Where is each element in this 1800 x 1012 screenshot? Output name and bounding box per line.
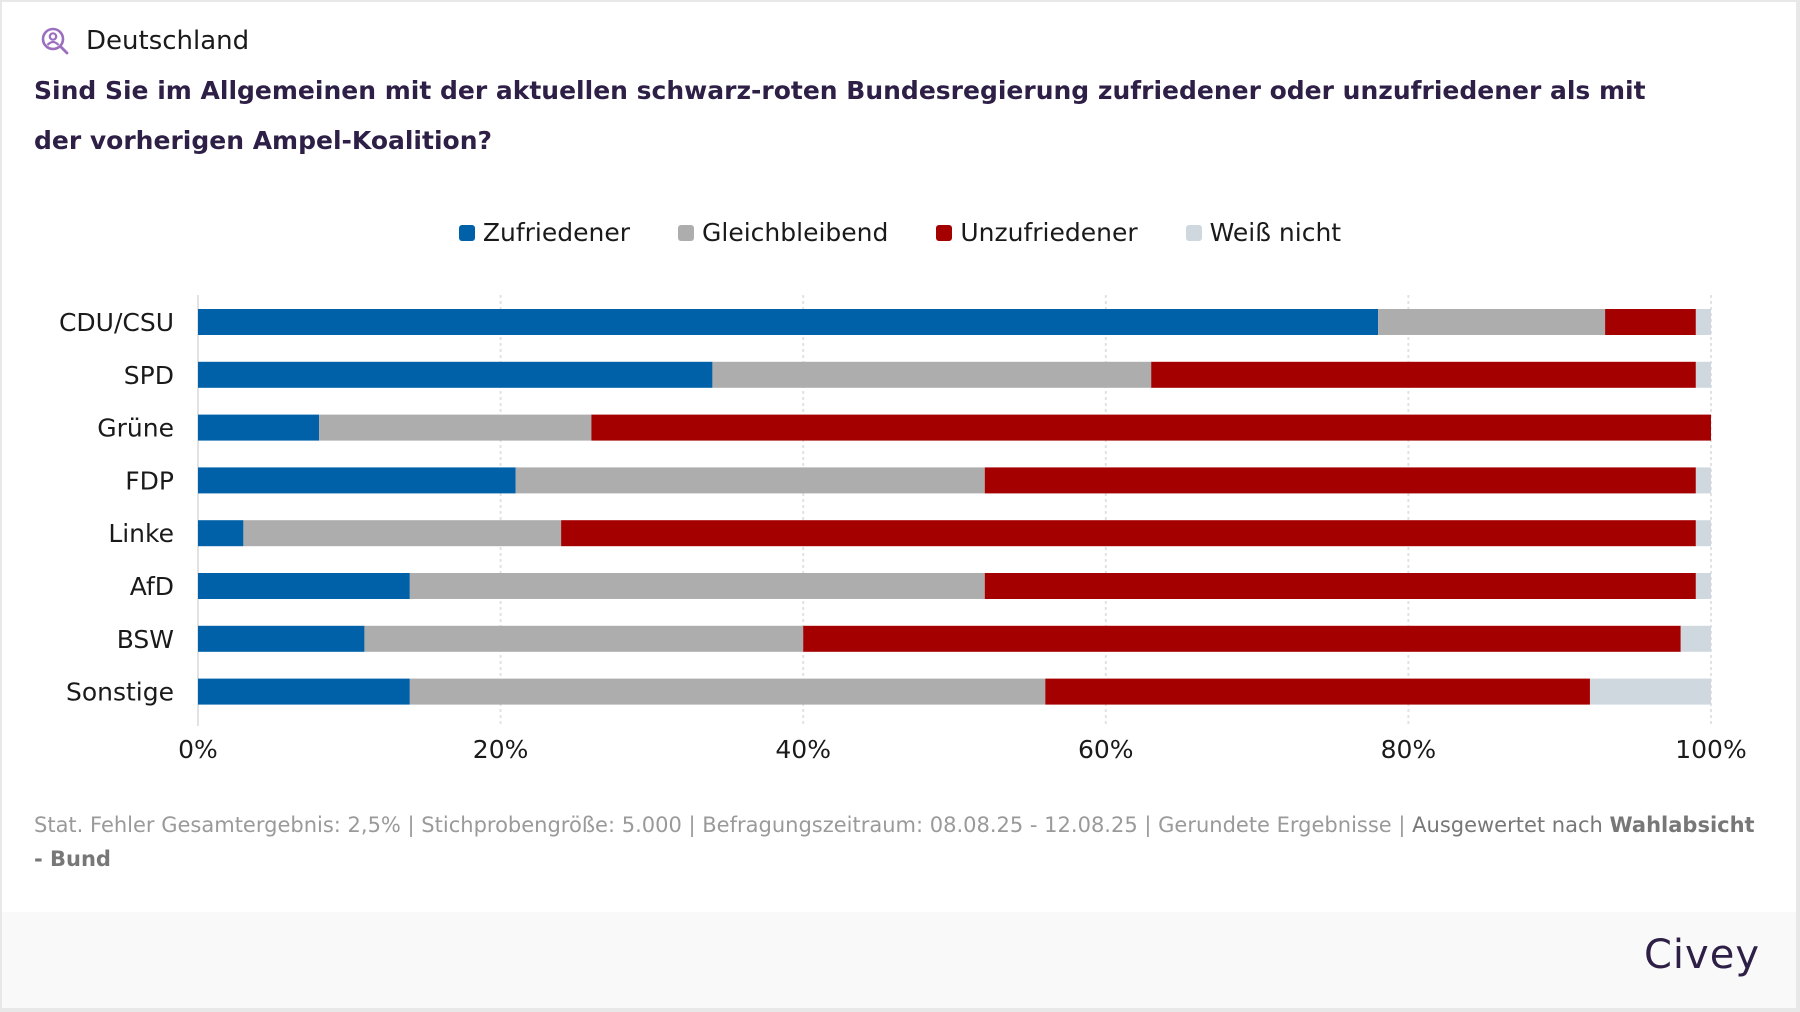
bar-segment[interactable]: [1605, 309, 1696, 335]
bar-segment[interactable]: [364, 625, 804, 652]
civey-logo[interactable]: Civey: [1644, 932, 1760, 978]
brand-footer: Civey: [2, 912, 1796, 1008]
legend-label: Unzufriedener: [960, 218, 1138, 247]
bar-segment[interactable]: [319, 414, 592, 441]
evaluated-prefix: Ausgewertet nach: [1412, 813, 1610, 837]
evaluated-by-link[interactable]: Wahlabsicht: [1609, 813, 1755, 837]
legend-swatch: [936, 224, 953, 241]
bar-segment[interactable]: [1695, 573, 1711, 599]
bar-segment[interactable]: [591, 414, 1711, 441]
x-tick-label: 20%: [473, 735, 529, 764]
footer-note: Stat. Fehler Gesamtergebnis: 2,5% | Stic…: [34, 808, 1774, 876]
bar-segment[interactable]: [1695, 361, 1711, 388]
category-label: AfD: [130, 572, 174, 601]
category-label: CDU/CSU: [59, 308, 174, 337]
bar-segment[interactable]: [198, 625, 365, 652]
bar-segment[interactable]: [515, 467, 985, 494]
evaluated-scope: - Bund: [34, 847, 111, 871]
bar-segment[interactable]: [1680, 625, 1711, 652]
legend-label: Zufriedener: [482, 218, 631, 247]
header: Deutschland: [40, 26, 249, 56]
category-label: FDP: [125, 466, 174, 495]
survey-question: Sind Sie im Allgemeinen mit der aktuelle…: [34, 76, 1646, 155]
bar-segment[interactable]: [198, 361, 713, 388]
x-tick-label: 100%: [1675, 735, 1746, 764]
legend-item[interactable]: Unzufriedener: [936, 218, 1138, 247]
bar-segment[interactable]: [198, 467, 516, 494]
legend-swatch: [678, 224, 695, 241]
bar-segment[interactable]: [1045, 678, 1590, 705]
bar-segment[interactable]: [198, 414, 320, 441]
bar-segment[interactable]: [198, 309, 1379, 335]
bar-segment[interactable]: [1378, 309, 1606, 335]
bar-segment[interactable]: [198, 678, 410, 705]
region-label: Deutschland: [86, 26, 250, 56]
category-label: BSW: [117, 625, 174, 654]
bar-segment[interactable]: [984, 467, 1696, 494]
legend-label: Gleichbleibend: [702, 218, 889, 247]
x-tick-label: 0%: [178, 735, 218, 764]
bar-segment[interactable]: [198, 520, 244, 547]
bar-segment[interactable]: [1151, 361, 1696, 388]
legend-item[interactable]: Zufriedener: [458, 218, 631, 247]
bar-segment[interactable]: [409, 678, 1046, 705]
x-tick-label: 80%: [1381, 735, 1437, 764]
methodology-text: Stat. Fehler Gesamtergebnis: 2,5% | Stic…: [34, 813, 1413, 837]
x-tick-label: 40%: [775, 735, 831, 764]
bar-segment[interactable]: [984, 573, 1696, 599]
bar-segment[interactable]: [1695, 467, 1711, 494]
bar-segment[interactable]: [243, 520, 562, 547]
bar-segment[interactable]: [1695, 520, 1711, 547]
category-label: SPD: [124, 361, 174, 390]
legend-swatch: [1185, 224, 1202, 241]
person-search-icon: [41, 27, 69, 55]
bar-segment[interactable]: [712, 361, 1152, 388]
category-label: Linke: [108, 519, 174, 548]
bar-segment[interactable]: [409, 573, 985, 599]
x-tick-label: 60%: [1078, 735, 1134, 764]
legend-item[interactable]: Gleichbleibend: [678, 218, 888, 247]
chart-legend: Zufriedener Gleichbleibend Unzufriedener We…: [0, 218, 1800, 247]
bar-segment[interactable]: [561, 520, 1696, 547]
bar-segment[interactable]: [1589, 678, 1711, 705]
legend-label: Weiß nicht: [1209, 218, 1342, 247]
bar-segment[interactable]: [1695, 309, 1711, 335]
bar-segment[interactable]: [198, 573, 410, 599]
category-label: Grüne: [97, 414, 174, 443]
category-label: Sonstige: [66, 678, 174, 707]
legend-swatch: [458, 224, 475, 241]
bar-segment[interactable]: [803, 625, 1681, 652]
legend-item[interactable]: Weiß nicht: [1185, 218, 1342, 247]
stacked-bar-chart: 0% 20% 40% 60% 80% 100% CDU/CSU SPD Grüne FDP Link…: [59, 295, 1747, 764]
